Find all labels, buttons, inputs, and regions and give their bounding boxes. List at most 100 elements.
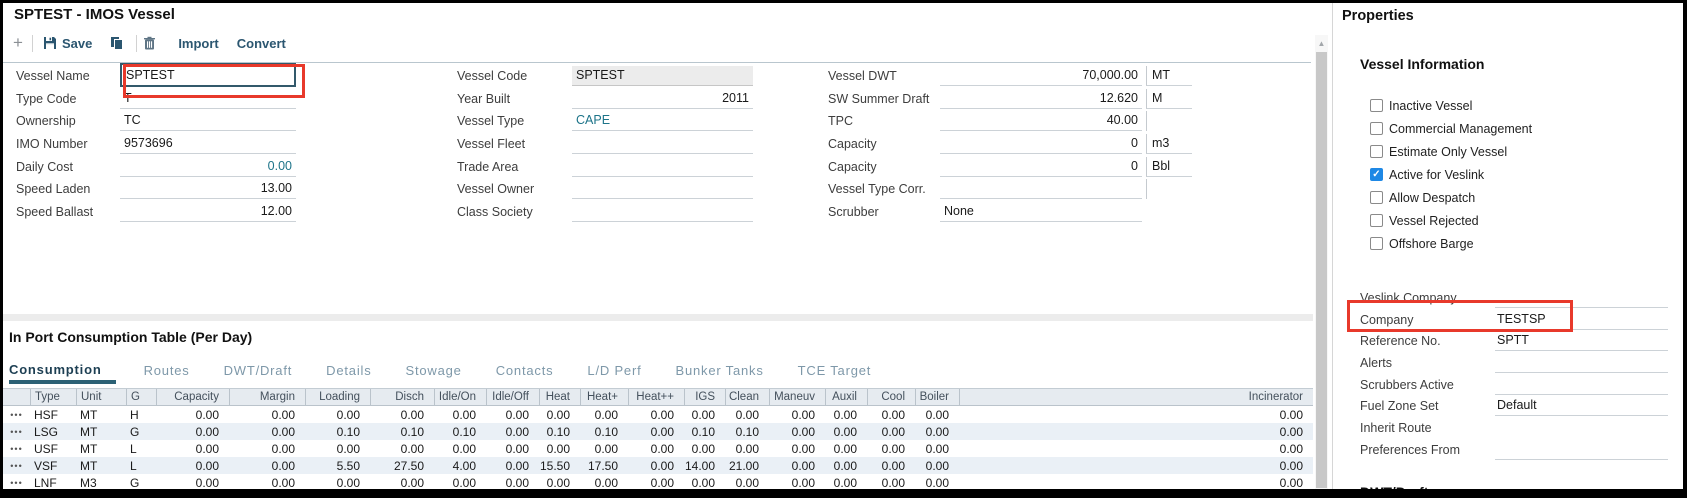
row-menu-button[interactable]: ••• xyxy=(10,409,23,420)
property-field-fuel-zone-set[interactable]: Default xyxy=(1495,396,1668,417)
cell-incinerator[interactable]: 0.00 xyxy=(1279,407,1303,422)
cell-type[interactable]: USF xyxy=(34,441,58,456)
property-field-inherit-route[interactable] xyxy=(1495,418,1668,438)
form-field-vessel-owner[interactable] xyxy=(572,179,753,200)
cell-disch[interactable]: 27.50 xyxy=(393,458,424,473)
cell-heat[interactable]: 0.10 xyxy=(546,424,570,439)
cell-cool[interactable]: 0.00 xyxy=(881,424,905,439)
cell-disch[interactable]: 0.00 xyxy=(400,441,424,456)
checkbox-estimate-only-vessel[interactable] xyxy=(1370,145,1383,158)
form-field-vessel-dwt[interactable]: 70,000.00 xyxy=(940,66,1142,86)
cell-heat-[interactable]: 0.00 xyxy=(650,441,674,456)
form-field-speed-ballast[interactable]: 12.00 xyxy=(120,202,296,223)
cell-loading[interactable]: 0.00 xyxy=(336,441,360,456)
cell-heat-[interactable]: 0.00 xyxy=(650,458,674,473)
tab-routes[interactable]: Routes xyxy=(143,363,190,378)
form-field-class-society[interactable] xyxy=(572,202,753,223)
section-splitter[interactable] xyxy=(3,314,1313,321)
checkbox-commercial-management[interactable] xyxy=(1370,122,1383,135)
cell-heat-[interactable]: 0.00 xyxy=(650,475,674,490)
row-menu-button[interactable]: ••• xyxy=(10,426,23,437)
cell-unit[interactable]: MT xyxy=(80,458,98,473)
cell-heat-[interactable]: 0.00 xyxy=(594,441,618,456)
scrollbar-thumb[interactable] xyxy=(1316,52,1327,488)
form-field-year-built[interactable]: 2011 xyxy=(572,89,753,109)
cell-auxil[interactable]: 0.00 xyxy=(833,441,857,456)
vertical-scrollbar[interactable]: ▲ xyxy=(1315,35,1328,489)
tab-contacts[interactable]: Contacts xyxy=(495,363,554,378)
property-field-company[interactable]: TESTSP xyxy=(1495,310,1668,330)
cell-clean[interactable]: 21.00 xyxy=(728,458,759,473)
row-menu-button[interactable]: ••• xyxy=(10,443,23,454)
tab-tce-target[interactable]: TCE Target xyxy=(797,363,872,378)
cell-incinerator[interactable]: 0.00 xyxy=(1279,475,1303,490)
form-field-tpc[interactable]: 40.00 xyxy=(940,111,1142,132)
property-field-reference-no-[interactable]: SPTT xyxy=(1495,331,1668,352)
add-button[interactable]: + xyxy=(13,33,23,52)
cell-margin[interactable]: 0.00 xyxy=(271,458,295,473)
cell-disch[interactable]: 0.00 xyxy=(400,475,424,490)
property-field-alerts[interactable] xyxy=(1495,353,1668,374)
cell-heat[interactable]: 0.00 xyxy=(546,475,570,490)
tab-dwt-draft[interactable]: DWT/Draft xyxy=(223,363,293,378)
form-field-vessel-fleet[interactable] xyxy=(572,134,753,155)
cell-disch[interactable]: 0.00 xyxy=(400,407,424,422)
cell-heat[interactable]: 0.00 xyxy=(546,441,570,456)
form-field-imo-number[interactable]: 9573696 xyxy=(120,134,296,155)
tab-details[interactable]: Details xyxy=(326,363,372,378)
cell-auxil[interactable]: 0.00 xyxy=(833,475,857,490)
checkbox-allow-despatch[interactable] xyxy=(1370,191,1383,204)
tab-l-d-perf[interactable]: L/D Perf xyxy=(587,363,642,378)
cell-igs[interactable]: 0.00 xyxy=(691,475,715,490)
cell-disch[interactable]: 0.10 xyxy=(400,424,424,439)
cell-type[interactable]: LSG xyxy=(34,424,59,439)
cell-idle-off[interactable]: 0.00 xyxy=(505,458,529,473)
cell-heat-[interactable]: 17.50 xyxy=(587,458,618,473)
cell-g[interactable]: G xyxy=(130,475,140,490)
cell-g[interactable]: L xyxy=(130,441,137,456)
row-menu-button[interactable]: ••• xyxy=(10,460,23,471)
cell-idle-on[interactable]: 4.00 xyxy=(452,458,476,473)
form-field-trade-area[interactable] xyxy=(572,157,753,177)
cell-capacity[interactable]: 0.00 xyxy=(195,441,219,456)
scroll-up-arrow-icon[interactable]: ▲ xyxy=(1317,38,1326,48)
cell-incinerator[interactable]: 0.00 xyxy=(1279,424,1303,439)
cell-maneuv[interactable]: 0.00 xyxy=(791,424,815,439)
cell-incinerator[interactable]: 0.00 xyxy=(1279,458,1303,473)
form-field-vessel-code[interactable]: SPTEST xyxy=(572,66,753,86)
cell-capacity[interactable]: 0.00 xyxy=(195,475,219,490)
cell-idle-off[interactable]: 0.00 xyxy=(505,424,529,439)
cell-g[interactable]: G xyxy=(130,424,140,439)
cell-heat-[interactable]: 0.00 xyxy=(650,407,674,422)
cell-auxil[interactable]: 0.00 xyxy=(833,407,857,422)
cell-margin[interactable]: 0.00 xyxy=(271,441,295,456)
cell-heat-[interactable]: 0.00 xyxy=(594,475,618,490)
cell-idle-on[interactable]: 0.10 xyxy=(452,424,476,439)
form-field-sw-summer-draft[interactable]: 12.620 xyxy=(940,89,1142,109)
cell-incinerator[interactable]: 0.00 xyxy=(1279,441,1303,456)
cell-igs[interactable]: 0.10 xyxy=(691,424,715,439)
cell-capacity[interactable]: 0.00 xyxy=(195,458,219,473)
cell-type[interactable]: HSF xyxy=(34,407,58,422)
checkbox-active-for-veslink[interactable]: ✓ xyxy=(1370,168,1383,181)
checkbox-inactive-vessel[interactable] xyxy=(1370,99,1383,112)
tab-bunker-tanks[interactable]: Bunker Tanks xyxy=(675,363,764,378)
cell-idle-on[interactable]: 0.00 xyxy=(452,407,476,422)
cell-maneuv[interactable]: 0.00 xyxy=(791,458,815,473)
cell-idle-off[interactable]: 0.00 xyxy=(505,475,529,490)
cell-cool[interactable]: 0.00 xyxy=(881,407,905,422)
cell-idle-off[interactable]: 0.00 xyxy=(505,407,529,422)
cell-loading[interactable]: 0.00 xyxy=(336,475,360,490)
form-field-scrubber[interactable]: None xyxy=(940,202,1142,223)
form-field-vessel-type-corr-[interactable] xyxy=(940,179,1142,200)
form-field-capacity[interactable]: 0 xyxy=(940,157,1142,177)
cell-clean[interactable]: 0.00 xyxy=(735,475,759,490)
cell-type[interactable]: LNF xyxy=(34,475,57,490)
cell-loading[interactable]: 5.50 xyxy=(336,458,360,473)
cell-loading[interactable]: 0.00 xyxy=(336,407,360,422)
row-menu-button[interactable]: ••• xyxy=(10,477,23,488)
cell-unit[interactable]: MT xyxy=(80,441,98,456)
cell-unit[interactable]: MT xyxy=(80,424,98,439)
tab-stowage[interactable]: Stowage xyxy=(405,363,462,378)
cell-capacity[interactable]: 0.00 xyxy=(195,424,219,439)
